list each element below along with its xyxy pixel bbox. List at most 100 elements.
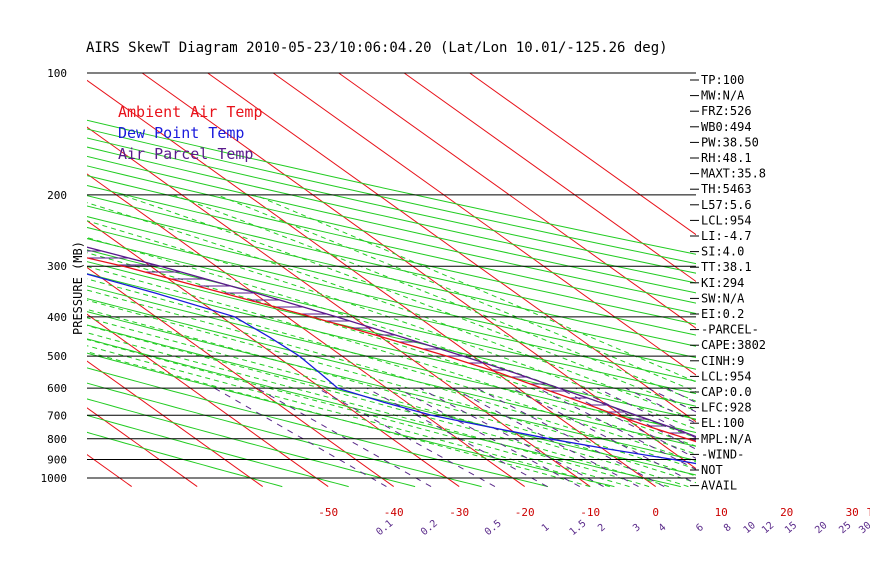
index-label: PW:38.50 [701, 135, 759, 149]
index-label: RH:48.1 [701, 151, 752, 165]
mixing-ratio-tick: 8 [722, 522, 734, 534]
isotherm-line [403, 73, 696, 283]
mixing-ratio-tick: 3 [631, 522, 643, 534]
index-label: -WIND- [701, 447, 744, 461]
index-label: CAP:0.0 [701, 385, 752, 399]
index-label: L57:5.6 [701, 198, 752, 212]
mixing-ratio-line [625, 387, 696, 424]
index-label: FRZ:526 [701, 104, 752, 118]
dry-adiabat-line [87, 128, 696, 265]
dry-adiabat-line [87, 155, 696, 294]
moist-adiabat-line [87, 338, 630, 488]
index-label: WB0:494 [701, 120, 752, 134]
index-label: MPL:N/A [701, 432, 752, 446]
index-label: AVAIL [701, 479, 737, 493]
isotherm-line [87, 173, 525, 487]
chart-title: AIRS SkewT Diagram 2010-05-23/10:06:04.2… [86, 40, 668, 56]
moist-adiabat-line [87, 252, 696, 447]
ambient-air-temp-line [87, 257, 696, 443]
index-label: -PARCEL- [701, 323, 759, 337]
bottom-temperature-tick: -50 [318, 506, 338, 519]
pressure-tick-label: 1000 [41, 472, 68, 485]
pressure-tick-label: 500 [47, 350, 67, 363]
bottom-temperature-tick: 20 [780, 506, 793, 519]
index-label: CINH:9 [701, 354, 744, 368]
isotherm-line [207, 73, 696, 423]
index-label: EL:100 [701, 416, 744, 430]
moist-adiabat-line [121, 194, 696, 412]
sounding-profiles [87, 246, 696, 465]
mixing-ratio-line [647, 387, 696, 413]
mixing-ratio-line [366, 387, 548, 488]
mixing-ratio-tick: 0.1 [374, 518, 395, 538]
index-label: LFC:928 [701, 401, 752, 415]
pressure-tick-label: 300 [47, 260, 67, 273]
mixing-ratio-line [597, 387, 696, 439]
legend-dew-point-temp: Dew Point Temp [118, 124, 244, 142]
dry-adiabat-line [87, 184, 696, 325]
bottom-temperature-tick: 0 [652, 506, 659, 519]
mixing-ratio-tick: 15 [783, 520, 799, 536]
mixing-ratio-tick: 10 [742, 520, 758, 536]
moist-adiabat-line [87, 325, 669, 488]
isotherm-line [87, 407, 198, 487]
pressure-tick-label: 600 [47, 382, 67, 395]
isotherm-line [87, 266, 394, 487]
index-label: LI:-4.7 [701, 229, 752, 243]
dry-adiabat-line [87, 119, 696, 255]
dry-adiabat-line [87, 226, 696, 370]
index-label: SW:N/A [701, 291, 745, 305]
mixing-ratio-tick: 6 [694, 522, 706, 534]
bottom-temperature-tick: 30 [846, 506, 859, 519]
isobar-lines [87, 72, 696, 479]
legend-ambient-air-temp: Ambient Air Temp [118, 103, 263, 121]
pressure-tick-label: 700 [47, 409, 67, 422]
dry-adiabat-line [87, 273, 696, 420]
pressure-tick-label: 100 [47, 67, 67, 80]
isotherm-line [0, 73, 1, 487]
mixing-ratio-tick: 30 [857, 520, 870, 536]
index-label: TP:100 [701, 73, 744, 87]
moist-adiabat-line [87, 265, 696, 455]
mixing-ratio-tick: 20 [813, 520, 829, 536]
moist-adiabat-line [87, 278, 696, 463]
index-label: EI:0.2 [701, 307, 744, 321]
dry-adiabat-line [87, 382, 482, 488]
mixing-ratio-tick: 1.5 [568, 518, 589, 538]
bottom-temperature-tick: -40 [384, 506, 404, 519]
isotherm-line [87, 220, 460, 487]
isotherm-line [87, 79, 656, 487]
bottom-temperature-tick: -30 [449, 506, 469, 519]
isotherm-line [272, 73, 696, 376]
isotherm-line [87, 313, 329, 487]
dry-adiabat-line [87, 195, 696, 336]
dry-adiabat-line [87, 165, 696, 304]
dry-adiabat-line [87, 431, 283, 488]
index-label: TH:5463 [701, 182, 752, 196]
isotherm-line [0, 73, 66, 487]
index-label: NOT [701, 463, 723, 477]
moist-adiabat-line [173, 194, 696, 402]
mixing-ratio-tick: 1 [540, 522, 552, 534]
pressure-tick-label: 200 [47, 189, 67, 202]
dry-adiabat-line [87, 205, 696, 347]
temperature-unit-label: T(C) [867, 506, 870, 519]
dry-adiabat-line [87, 311, 696, 461]
mixing-ratio-tick: 25 [837, 520, 853, 536]
moist-adiabat-line [87, 351, 591, 488]
pressure-tick-label: 800 [47, 433, 67, 446]
bottom-temperature-tick: -10 [580, 506, 600, 519]
air-parcel-temp-line [87, 246, 696, 438]
pressure-tick-label: 400 [47, 311, 67, 324]
pressure-tick-label: 900 [47, 453, 67, 466]
cape-hatching [87, 250, 696, 441]
isotherm-line [87, 360, 263, 487]
dry-adiabat-line [87, 338, 681, 488]
mixing-ratio-tick: 2 [596, 522, 608, 534]
dry-adiabat-line [87, 175, 696, 315]
mixing-ratio-line [214, 387, 387, 488]
isotherm-line [469, 73, 696, 236]
moist-adiabat-line [254, 194, 696, 383]
index-label: LCL:954 [701, 369, 752, 383]
moist-adiabat-line [87, 308, 696, 484]
